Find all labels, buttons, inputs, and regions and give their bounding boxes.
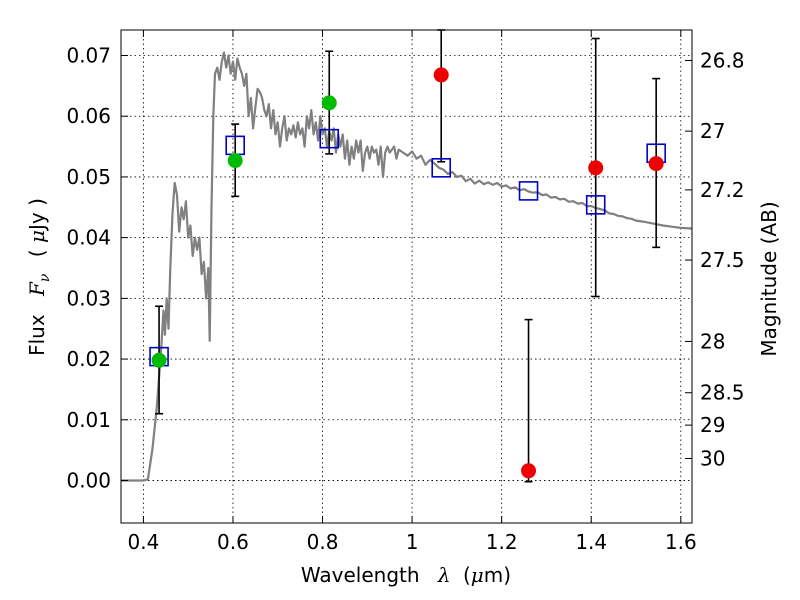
right-tick-label-6: 29 bbox=[700, 413, 725, 437]
right-tick-label-2: 27.2 bbox=[700, 178, 745, 202]
grid bbox=[121, 30, 692, 523]
right-tick-label-5: 28.5 bbox=[700, 381, 745, 405]
right-axis-title: Magnitude (AB) bbox=[757, 201, 781, 356]
x-tick-label-1: 0.6 bbox=[217, 530, 249, 554]
ticks bbox=[121, 30, 692, 523]
y-axis-title-unit-open: ( bbox=[25, 243, 49, 257]
y-tick-label-0: 0.00 bbox=[66, 469, 111, 493]
x-tick-label-3: 1 bbox=[406, 530, 419, 554]
y-tick-labels: 0.00 0.01 0.02 0.03 0.04 0.05 0.06 0.07 bbox=[66, 44, 111, 493]
detected-point-2 bbox=[321, 95, 337, 111]
right-tick-labels: 26.8 27 27.2 27.5 28 28.5 29 30 bbox=[700, 48, 745, 470]
detected-point-0 bbox=[151, 352, 167, 368]
y-axis-title-text: Flux bbox=[25, 314, 49, 356]
x-axis-title-unit-rest: m) bbox=[484, 563, 511, 587]
right-tick-label-1: 27 bbox=[700, 119, 725, 143]
error-bars bbox=[155, 29, 661, 483]
y-axis-title-unit-rest: Jy ) bbox=[25, 198, 49, 232]
model-photometry-square-4 bbox=[518, 181, 539, 201]
x-tick-label-6: 1.6 bbox=[665, 530, 697, 554]
y-tick-label-7: 0.07 bbox=[66, 44, 111, 68]
plot-frame bbox=[120, 29, 693, 524]
x-axis-title: Wavelength λ (μm) bbox=[301, 563, 511, 587]
right-tick-label-3: 27.5 bbox=[700, 248, 745, 272]
y-axis-title-subscript: ν bbox=[37, 273, 53, 282]
x-axis-title-text: Wavelength bbox=[301, 563, 420, 587]
undetected-point-0 bbox=[433, 67, 449, 83]
x-tick-label-0: 0.4 bbox=[127, 530, 159, 554]
y-tick-label-5: 0.05 bbox=[66, 165, 111, 189]
model-photometry-square-2 bbox=[319, 128, 340, 149]
x-tick-label-4: 1.2 bbox=[486, 530, 518, 554]
observed-points bbox=[151, 67, 664, 479]
x-axis-title-symbol: λ bbox=[437, 563, 451, 587]
undetected-point-2 bbox=[588, 160, 604, 176]
y-tick-label-1: 0.01 bbox=[66, 408, 111, 432]
model-spectrum-line bbox=[121, 51, 692, 482]
y-tick-label-4: 0.04 bbox=[66, 226, 111, 250]
y-axis-title-symbol: F bbox=[25, 281, 49, 297]
detected-point-1 bbox=[227, 153, 243, 169]
y-axis-title-unit-greek: μ bbox=[25, 230, 49, 243]
undetected-point-3 bbox=[648, 156, 664, 172]
y-axis-title: Flux Fν ( μJy ) bbox=[25, 198, 54, 356]
y-tick-label-2: 0.02 bbox=[66, 347, 111, 371]
y-tick-label-3: 0.03 bbox=[66, 286, 111, 310]
x-axis-title-unit-greek: μ bbox=[471, 563, 484, 587]
x-tick-label-5: 1.4 bbox=[575, 530, 607, 554]
undetected-point-1 bbox=[521, 463, 537, 479]
model-photometry-square-3 bbox=[431, 158, 452, 178]
y-tick-label-6: 0.06 bbox=[66, 104, 111, 128]
x-tick-labels: 0.4 0.6 0.8 1 1.2 1.4 1.6 bbox=[127, 530, 696, 554]
right-tick-label-0: 26.8 bbox=[700, 48, 745, 72]
x-tick-label-2: 0.8 bbox=[307, 530, 339, 554]
model-photometry-square-5 bbox=[585, 195, 606, 215]
x-axis-title-unit-open: ( bbox=[463, 563, 471, 587]
right-tick-label-4: 28 bbox=[700, 329, 725, 353]
right-tick-label-7: 30 bbox=[700, 446, 725, 470]
model-photometry-squares bbox=[149, 128, 666, 367]
